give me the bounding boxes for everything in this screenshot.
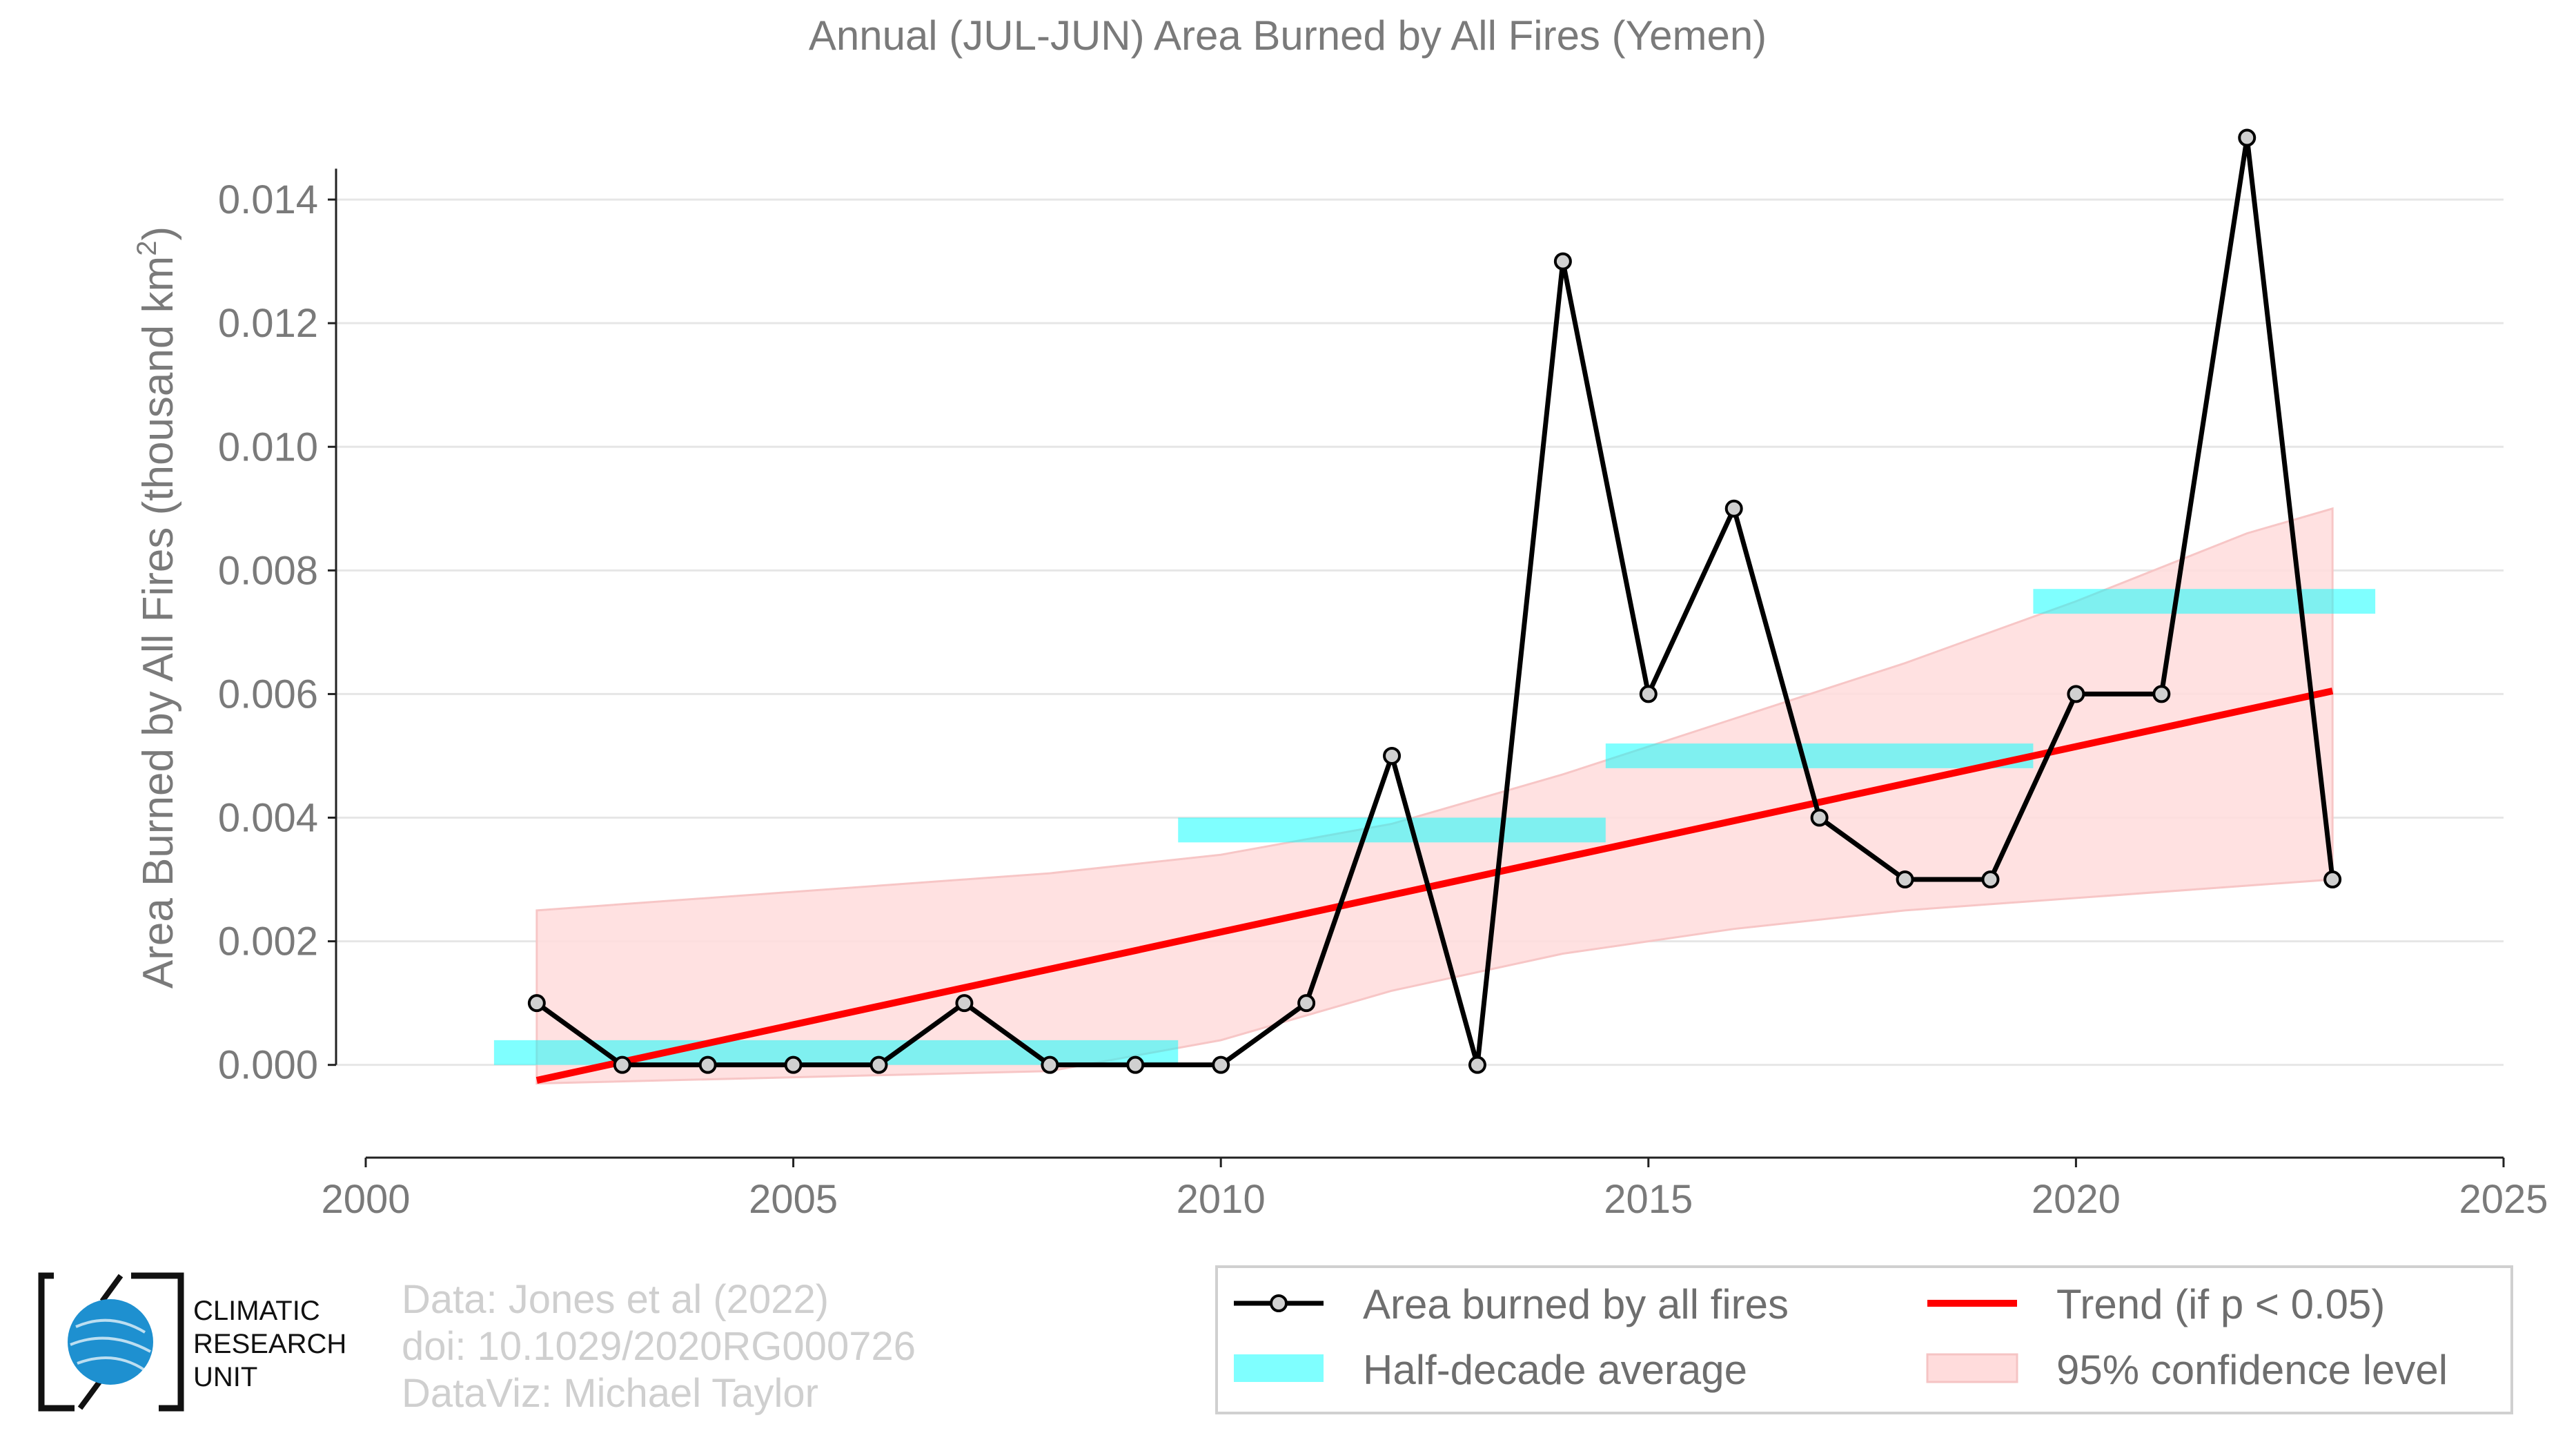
x-tick-label: 2000 (321, 1177, 410, 1222)
x-tick-label: 2015 (1604, 1177, 1693, 1222)
y-axis-label-superscript: 2 (132, 241, 162, 256)
data-point (1468, 1055, 1486, 1074)
data-point (1126, 1055, 1145, 1074)
legend-swatch-area-marker (1270, 1294, 1288, 1312)
y-tick-label: 0.002 (218, 919, 318, 964)
y-axis-label-suffix: ) (135, 226, 182, 241)
data-point (1981, 870, 2000, 889)
axes: 0.000 0.002 0.004 0.006 0.008 0.010 0.012 0.014… (218, 168, 2548, 1222)
series-layer (527, 128, 2342, 1074)
logo-bracket-left (38, 1272, 75, 1412)
y-tick-label: 0.012 (218, 301, 318, 346)
data-point (955, 994, 974, 1013)
y-tick-label: 0.000 (218, 1043, 318, 1088)
logo-bracket-right (131, 1272, 184, 1412)
legend-label-trend: Trend (if p < 0.05) (2056, 1281, 2385, 1327)
half-decade-bar (2033, 589, 2376, 614)
data-point (2067, 685, 2085, 703)
data-point (2323, 870, 2342, 889)
credit-data: Data: Jones et al (2022) (402, 1277, 829, 1322)
data-point (1383, 746, 1402, 765)
y-tick-label: 0.004 (218, 796, 318, 841)
globe-swirl (70, 1318, 151, 1372)
half-decade-bar (1605, 743, 2034, 768)
data-point (1639, 685, 1658, 703)
y-tick-label: 0.006 (218, 672, 318, 717)
x-tick-label: 2025 (2459, 1177, 2548, 1222)
area-burned-line (535, 135, 2335, 1068)
y-axis-label: Area Burned by All Fires (thousand km2) (132, 226, 182, 989)
data-point (2238, 128, 2257, 147)
credit-dataviz: DataViz: Michael Taylor (402, 1371, 818, 1416)
x-tick-label: 2010 (1177, 1177, 1266, 1222)
legend-label-area: Area burned by all fires (1363, 1281, 1789, 1327)
data-point (1041, 1055, 1059, 1074)
data-point (784, 1055, 803, 1074)
y-tick-label: 0.010 (218, 425, 318, 469)
legend: Area burned by all fires Half-decade ave… (1215, 1265, 2513, 1414)
data-point (527, 994, 546, 1013)
data-point (1810, 808, 1829, 827)
logo-text-research: RESEARCH (193, 1329, 346, 1359)
logo-text-unit: UNIT (193, 1362, 257, 1392)
credit-doi: doi: 10.1029/2020RG000726 (402, 1324, 916, 1369)
data-point (1212, 1055, 1230, 1074)
trend-line (535, 688, 2334, 1084)
legend-box (1215, 1265, 2513, 1414)
cru-logo: CLIMATIC RESEARCH UNIT (38, 1272, 346, 1412)
trend-layer (535, 688, 2334, 1084)
data-point (613, 1055, 631, 1074)
data-point (2152, 685, 2171, 703)
legend-swatch-ci (1926, 1353, 2018, 1383)
data-point (698, 1055, 717, 1074)
chart-title: Annual (JUL-JUN) Area Burned by All Fire… (809, 12, 1767, 59)
data-point (1297, 994, 1316, 1013)
data-point (1553, 252, 1572, 271)
y-tick-label: 0.008 (218, 548, 318, 593)
data-point (1724, 499, 1743, 518)
logo-slash-bottom (77, 1380, 102, 1410)
logo-text-climatic: CLIMATIC (193, 1296, 320, 1326)
data-point (1896, 870, 1914, 889)
legend-label-halfdecade: Half-decade average (1363, 1347, 1747, 1393)
half-decade-bar (1178, 817, 1606, 843)
data-point (869, 1055, 888, 1074)
x-tick-label: 2020 (2032, 1177, 2121, 1222)
legend-swatch-halfdecade (1234, 1354, 1324, 1382)
x-tick-label: 2005 (749, 1177, 838, 1222)
legend-label-ci: 95% confidence level (2056, 1347, 2448, 1393)
logo-slash-top (99, 1274, 124, 1303)
y-tick-label: 0.014 (218, 177, 318, 222)
